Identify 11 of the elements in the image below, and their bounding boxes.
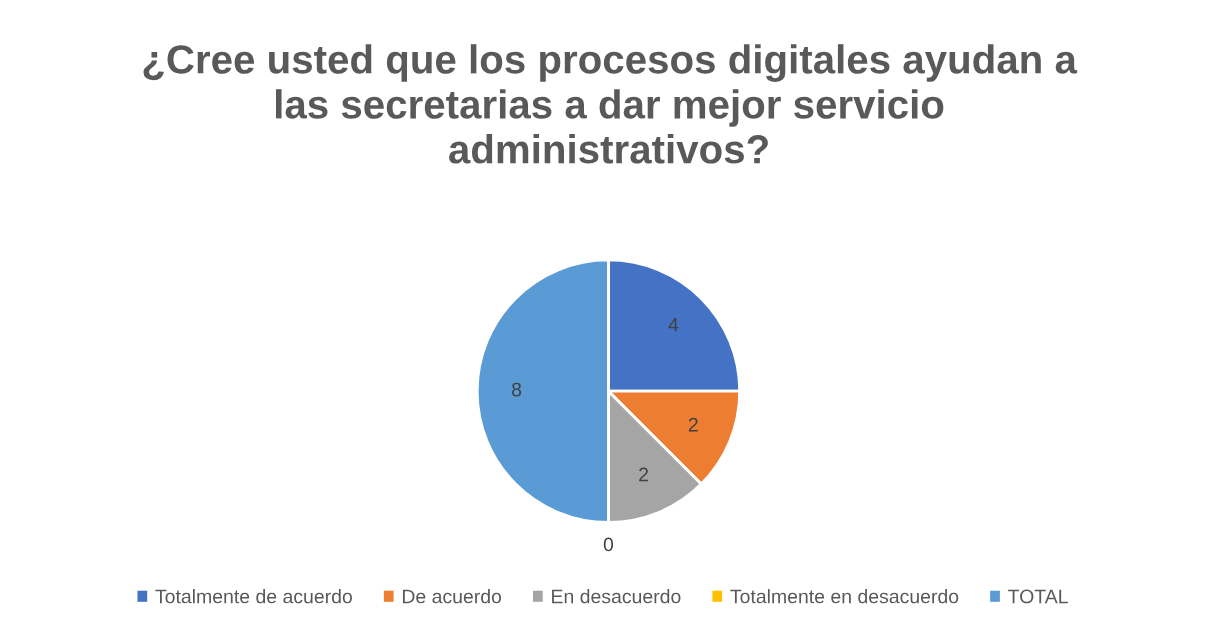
text: 0: [603, 537, 614, 552]
data-label: 2: [688, 417, 698, 432]
chart-title: ¿Cree usted que los procesos digitales ayudan a las secretarias a dar mejor servicio administrativos?: [143, 44, 1078, 164]
data-label: 2: [639, 467, 649, 482]
legend-label: TOTAL: [1008, 589, 1068, 604]
legend-label: En desacuerdo: [552, 589, 681, 604]
data-label: 4: [668, 317, 679, 332]
legend-label: Totalmente en desacuerdo: [730, 589, 959, 604]
data-label: 8: [511, 382, 522, 397]
legend-label: Totalmente de acuerdo: [155, 589, 352, 604]
legend-label: De acuerdo: [402, 589, 502, 604]
